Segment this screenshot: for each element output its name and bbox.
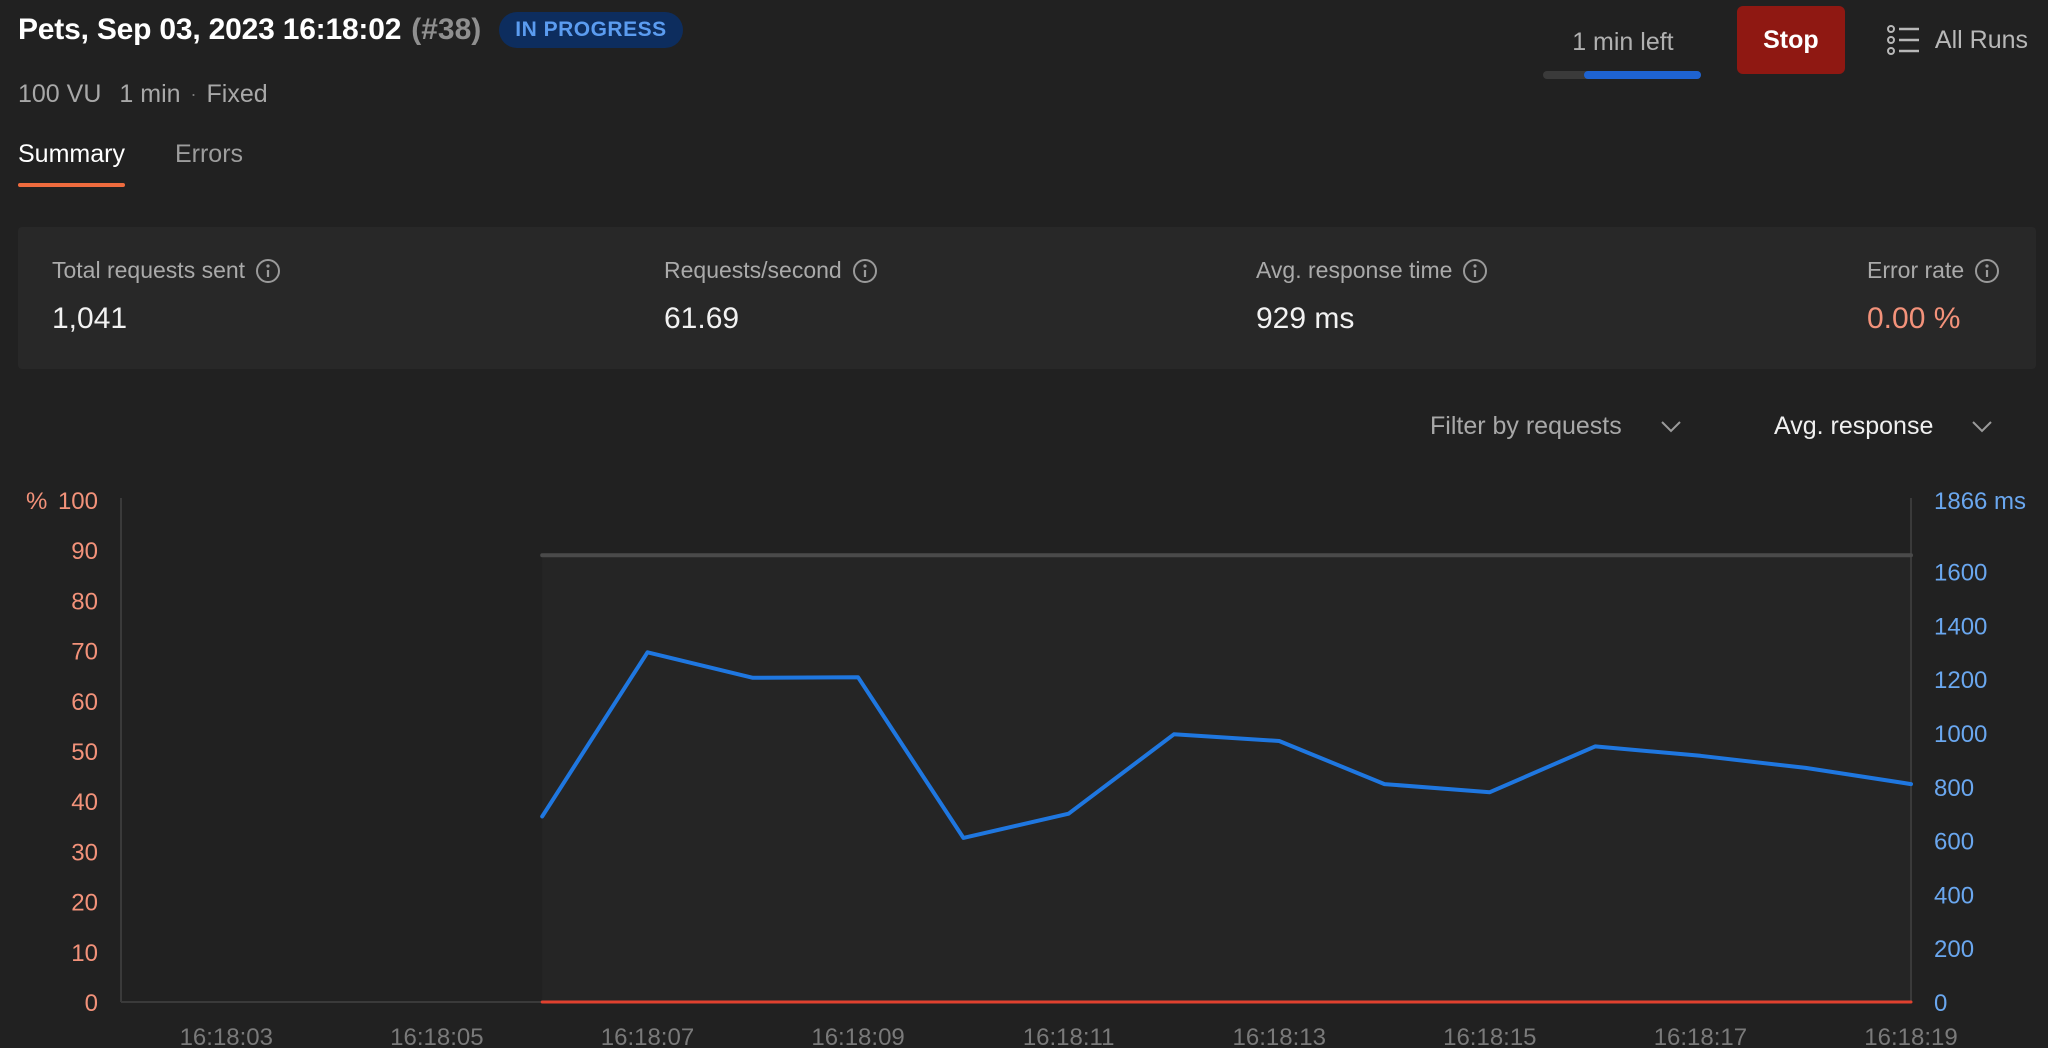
- x-tick-label: 16:18:15: [1443, 1024, 1536, 1048]
- x-tick-label: 16:18:17: [1654, 1024, 1747, 1048]
- y-right-tick-label: 1600: [1934, 560, 1987, 587]
- y-left-tick-label: 100: [58, 488, 98, 515]
- y-left-tick-label: 0: [85, 990, 98, 1017]
- info-icon[interactable]: [1974, 258, 2000, 284]
- y-right-tick-label: 1200: [1934, 667, 1987, 694]
- stat-label: Requests/second: [664, 257, 842, 283]
- run-title: Pets, Sep 03, 2023 16:18:02: [18, 13, 402, 46]
- stat-label: Total requests sent: [52, 257, 246, 283]
- summary-stats-panel: Total requests sent 1,041 Requests/secon…: [18, 227, 2036, 369]
- y-left-tick-label: 80: [71, 588, 98, 615]
- y-left-tick-label: 90: [71, 538, 98, 565]
- run-controls: 1 min left Stop All Runs: [1542, 6, 2028, 79]
- y-left-tick-label: 20: [71, 890, 98, 917]
- chevron-down-icon: [1972, 420, 1993, 432]
- x-tick-label: 16:18:19: [1864, 1024, 1957, 1048]
- dropdown-label: Filter by requests: [1430, 412, 1622, 440]
- y-left-tick-label: 60: [71, 689, 98, 716]
- x-tick-label: 16:18:05: [390, 1024, 483, 1048]
- x-tick-label: 16:18:03: [180, 1024, 273, 1048]
- status-badge: IN PROGRESS: [499, 12, 683, 48]
- filter-requests-dropdown[interactable]: Filter by requests: [1430, 412, 1682, 441]
- stat-error-rate: Error rate 0.00 %: [1867, 257, 2000, 336]
- stat-label: Avg. response time: [1256, 257, 1453, 283]
- y-right-tick-label: 200: [1934, 936, 1974, 963]
- info-icon[interactable]: [255, 258, 281, 284]
- run-progress-fill: [1584, 71, 1701, 79]
- y-right-tick-label: 800: [1934, 775, 1974, 802]
- run-duration: 1 min: [119, 80, 181, 108]
- x-tick-label: 16:18:11: [1023, 1024, 1115, 1048]
- stat-requests-per-second: Requests/second 61.69: [664, 257, 878, 336]
- y-left-unit-label: %: [26, 488, 47, 515]
- stat-value: 929 ms: [1256, 302, 1355, 335]
- all-runs-label: All Runs: [1934, 25, 2028, 54]
- series-line-response-time: [540, 650, 1913, 840]
- stat-value: 0.00 %: [1867, 302, 1961, 335]
- stop-button[interactable]: Stop: [1736, 6, 1845, 74]
- run-tabs: Summary Errors: [18, 140, 293, 187]
- y-left-tick-label: 70: [71, 639, 98, 666]
- info-icon[interactable]: [852, 258, 878, 284]
- info-icon[interactable]: [1462, 258, 1488, 284]
- run-header: Pets, Sep 03, 2023 16:18:02 (#38) IN PRO…: [18, 10, 683, 109]
- load-profile: Fixed: [206, 80, 268, 108]
- y-right-max-label: 1866 ms: [1934, 488, 2026, 515]
- x-tick-label: 16:18:09: [811, 1024, 904, 1048]
- y-left-tick-label: 40: [71, 789, 98, 816]
- time-remaining: 1 min left: [1542, 6, 1703, 79]
- dropdown-label: Avg. response: [1774, 412, 1934, 440]
- y-left-tick-label: 10: [71, 940, 98, 967]
- y-right-tick-label: 600: [1934, 829, 1974, 856]
- y-right-tick-label: 1400: [1934, 613, 1987, 640]
- stat-label: Error rate: [1867, 257, 1965, 283]
- y-left-tick-label: 30: [71, 839, 98, 866]
- stat-value: 1,041: [52, 302, 128, 335]
- run-progress-bar: [1542, 71, 1701, 79]
- meta-separator: ·: [190, 84, 197, 104]
- metric-dropdown[interactable]: Avg. response: [1774, 412, 1993, 441]
- tab-summary[interactable]: Summary: [18, 140, 125, 187]
- x-tick-label: 16:18:13: [1233, 1024, 1326, 1048]
- run-number: (#38): [411, 13, 482, 46]
- stat-avg-response-time: Avg. response time 929 ms: [1256, 257, 1488, 336]
- list-icon: [1886, 25, 1919, 55]
- stat-total-requests: Total requests sent 1,041: [52, 257, 281, 336]
- run-meta: 100 VU 1 min · Fixed: [18, 80, 683, 109]
- active-run-region: [542, 555, 1911, 1002]
- all-runs-button[interactable]: All Runs: [1886, 6, 2028, 74]
- virtual-users: 100 VU: [18, 80, 102, 108]
- time-left-label: 1 min left: [1572, 28, 1674, 56]
- y-left-tick-label: 50: [71, 739, 98, 766]
- y-right-tick-label: 1000: [1934, 721, 1987, 748]
- y-right-tick-label: 400: [1934, 882, 1974, 909]
- stat-value: 61.69: [664, 302, 740, 335]
- tab-errors[interactable]: Errors: [174, 140, 244, 168]
- y-right-tick-label: 0: [1934, 990, 1947, 1017]
- chevron-down-icon: [1661, 420, 1681, 432]
- x-tick-label: 16:18:07: [601, 1024, 694, 1048]
